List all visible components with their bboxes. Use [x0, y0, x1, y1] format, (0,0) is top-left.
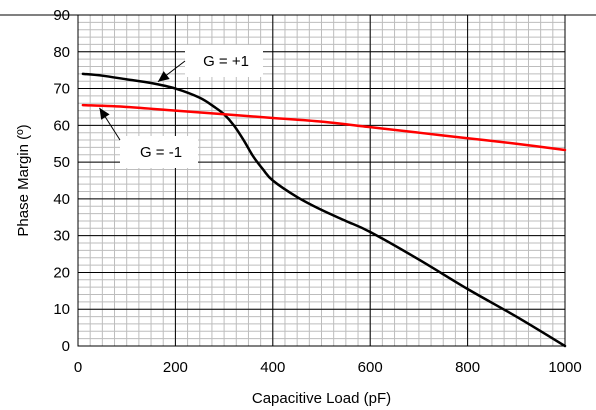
series-line-g-minus-1	[81, 103, 567, 152]
annotation-label: G = +1	[203, 53, 249, 70]
y-tick-label: 50	[53, 154, 70, 171]
x-tick-label: 1000	[548, 359, 581, 376]
y-tick-label: 60	[53, 117, 70, 134]
y-tick-label: 0	[62, 338, 70, 355]
x-tick-label: 800	[455, 359, 480, 376]
annotation-label: G = -1	[140, 144, 182, 161]
y-tick-label: 30	[53, 228, 70, 245]
y-tick-label: 20	[53, 264, 70, 281]
x-axis-ticks: 0 200 400 600 800 1000	[74, 359, 582, 376]
x-axis-title: Capacitive Load (pF)	[252, 390, 391, 407]
annotation-box	[120, 136, 198, 168]
x-tick-label: 200	[163, 359, 188, 376]
annotation-box	[185, 45, 263, 77]
y-tick-label: 40	[53, 191, 70, 208]
series-layer	[81, 72, 567, 348]
y-axis-ticks: 0 10 20 30 40 50 60 70 80 90	[53, 7, 70, 355]
plot-frame	[77, 14, 566, 347]
y-tick-label: 70	[53, 81, 70, 98]
x-tick-label: 0	[74, 359, 82, 376]
minor-grid	[78, 15, 565, 346]
annotation-layer: G = +1 G = -1	[99, 45, 263, 168]
x-tick-label: 400	[260, 359, 285, 376]
annotation-arrowhead	[157, 71, 170, 82]
y-tick-label: 90	[53, 7, 70, 24]
x-tick-label: 600	[358, 359, 383, 376]
y-axis-title: Phase Margin (º)	[15, 124, 32, 236]
series-line-g-plus-1	[81, 72, 567, 348]
annotation-arrowhead	[99, 107, 110, 120]
y-tick-label: 80	[53, 44, 70, 61]
y-tick-label: 10	[53, 301, 70, 318]
